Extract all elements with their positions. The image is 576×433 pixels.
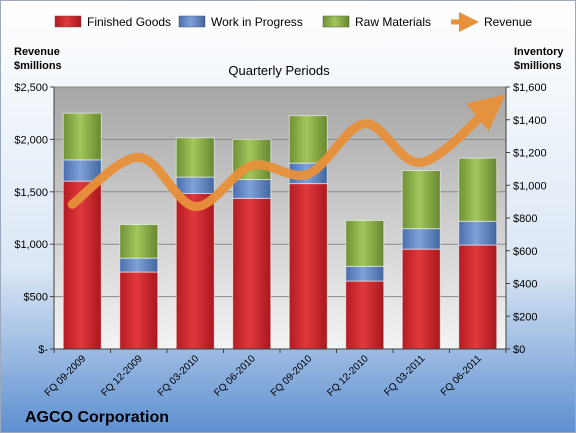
right-tick-label: $1,200: [513, 148, 547, 160]
finished-goods-bar: [288, 183, 328, 350]
right-axis-label-line2: $millions: [514, 60, 562, 72]
left-tick-label: $2,500: [14, 82, 48, 94]
finished-goods-bar: [119, 271, 159, 350]
left-tick-label: $-: [38, 344, 48, 356]
raw-materials-bar: [458, 157, 498, 222]
right-tick-label: $0: [513, 344, 525, 356]
left-axis-label-line1: Revenue: [14, 46, 60, 58]
right-tick-label: $600: [513, 246, 537, 258]
legend: Finished Goods Work in Progress Raw Materi…: [54, 12, 532, 32]
left-axis-label-line2: $millions: [14, 60, 62, 72]
work-in-progress-bar: [345, 265, 385, 282]
work-in-progress-legend-swatch: [178, 15, 206, 28]
raw-materials-legend-swatch: [322, 15, 350, 28]
right-tick-label: $1,400: [513, 115, 547, 127]
work-in-progress-bar: [458, 220, 498, 246]
raw-materials-bar: [345, 219, 385, 267]
left-tick-label: $2,000: [14, 134, 48, 146]
legend-label: Finished Goods: [87, 15, 171, 29]
finished-goods-bar: [62, 180, 102, 350]
right-tick-label: $800: [513, 213, 537, 225]
raw-materials-bar: [175, 137, 215, 178]
legend-label: Raw Materials: [355, 15, 431, 29]
work-in-progress-bar: [232, 179, 272, 199]
legend-label: Work in Progress: [211, 15, 303, 29]
finished-goods-bar: [401, 248, 441, 350]
chart-title: Quarterly Periods: [228, 63, 330, 78]
right-axis-ticks: $0 $200 $400 $600 $800 $1,000 $1,200 $1,400 $1,6…: [506, 82, 547, 356]
right-tick-label: $400: [513, 279, 537, 291]
right-tick-label: $1,000: [513, 180, 547, 192]
finished-goods-legend-swatch: [54, 15, 82, 28]
bars: [62, 112, 498, 350]
revenue-line: [67, 94, 506, 211]
raw-materials-bar: [119, 224, 159, 259]
raw-materials-bar: [401, 170, 441, 230]
company-name: AGCO Corporation: [25, 409, 169, 426]
finished-goods-bar: [458, 244, 498, 350]
work-in-progress-bar: [119, 257, 159, 273]
finished-goods-bar: [175, 192, 215, 350]
revenue-line-layer: [67, 94, 506, 211]
left-tick-label: $500: [24, 292, 48, 304]
legend-label: Revenue: [484, 15, 532, 29]
raw-materials-bar: [62, 112, 102, 161]
finished-goods-bar: [232, 197, 272, 350]
work-in-progress-bar: [401, 228, 441, 250]
left-axis-ticks: $- $500 $1,000 $1,500 $2,000 $2,500: [14, 82, 54, 356]
right-axis-label-line1: Inventory: [514, 46, 564, 58]
right-tick-label: $1,600: [513, 82, 547, 94]
work-in-progress-bar: [175, 176, 215, 194]
left-tick-label: $1,000: [14, 239, 48, 251]
raw-materials-bar: [288, 115, 328, 164]
right-tick-label: $200: [513, 311, 537, 323]
left-tick-label: $1,500: [14, 187, 48, 199]
finished-goods-bar: [345, 280, 385, 350]
